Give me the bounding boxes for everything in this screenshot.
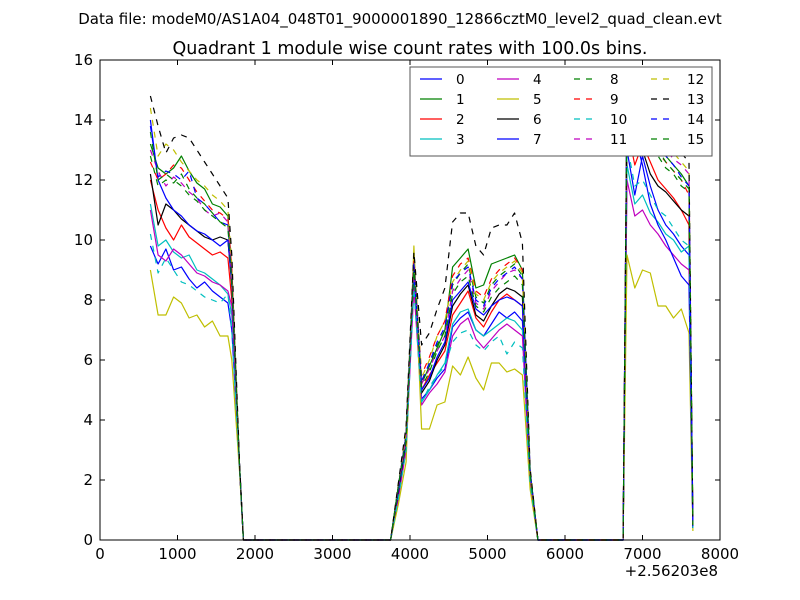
y-tick-label: 0	[83, 531, 93, 549]
y-tick-label: 12	[74, 171, 93, 189]
x-axis-offset-label: +2.56203e8	[625, 562, 718, 580]
y-tick-label: 10	[74, 231, 93, 249]
x-tick-label: 0	[95, 545, 105, 563]
legend-label-2: 2	[456, 112, 465, 128]
series-line-3	[149, 164, 694, 541]
series-line-5	[149, 245, 694, 541]
legend-label-0: 0	[456, 72, 465, 88]
legend-label-9: 9	[610, 92, 619, 108]
data-file-suptitle: Data file: modeM0/AS1A04_048T01_90000018…	[78, 10, 722, 29]
y-tick-label: 4	[83, 411, 93, 429]
legend-label-6: 6	[533, 112, 542, 128]
legend-label-5: 5	[533, 92, 542, 108]
legend-label-7: 7	[533, 132, 542, 148]
legend-label-12: 12	[687, 72, 704, 88]
legend-label-15: 15	[687, 132, 704, 148]
legend-label-3: 3	[456, 132, 465, 148]
legend-label-10: 10	[610, 112, 627, 128]
axes-layer: 0 1000 2000 3000 4000 5000 6000 7000 80000246810…	[74, 51, 739, 563]
y-tick-label: 16	[74, 51, 93, 69]
y-tick-label: 14	[74, 111, 93, 129]
legend-label-1: 1	[456, 92, 465, 108]
x-tick-label: 3000	[313, 545, 351, 563]
legend-label-14: 14	[687, 112, 704, 128]
x-tick-label: 5000	[468, 545, 506, 563]
series-line-4	[149, 179, 694, 541]
series-layer	[149, 89, 694, 541]
x-tick-label: 4000	[391, 545, 429, 563]
chart-title: Quadrant 1 module wise count rates with …	[173, 39, 648, 59]
y-tick-label: 6	[83, 351, 93, 369]
x-tick-label: 8000	[701, 545, 739, 563]
legend-label-8: 8	[610, 72, 619, 88]
legend-label-13: 13	[687, 92, 704, 108]
series-line-13	[149, 95, 694, 541]
y-tick-label: 8	[83, 291, 93, 309]
legend-box	[409, 66, 713, 157]
legend-label-11: 11	[610, 132, 627, 148]
x-tick-label: 1000	[158, 545, 196, 563]
x-tick-label: 2000	[236, 545, 274, 563]
y-tick-label: 2	[83, 471, 93, 489]
legend-label-4: 4	[533, 72, 542, 88]
x-tick-label: 6000	[546, 545, 584, 563]
x-tick-label: 7000	[623, 545, 661, 563]
